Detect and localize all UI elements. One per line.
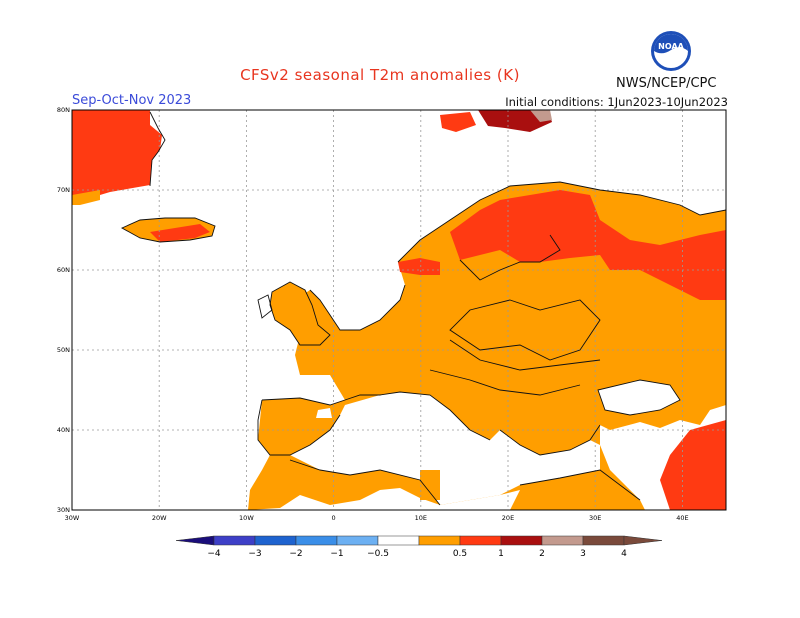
region-arctic-east xyxy=(478,110,552,132)
region-black-sea xyxy=(598,380,680,415)
region-norway-coast xyxy=(398,258,440,275)
lon-tick-label: 30E xyxy=(589,514,601,522)
legend-tick-label: 2 xyxy=(539,549,545,559)
legend-tick-label: 0.5 xyxy=(453,549,467,559)
lon-tick-label: 10W xyxy=(239,514,254,522)
legend-swatch xyxy=(213,535,256,546)
lat-tick-label: 60N xyxy=(57,266,70,274)
legend-swatch xyxy=(418,535,461,546)
legend-max-arrow xyxy=(623,535,663,546)
region-iberia-neutral xyxy=(316,408,332,418)
region-libya-spot xyxy=(420,470,440,500)
lat-tick-label: 30N xyxy=(57,506,70,514)
lat-tick-label: 70N xyxy=(57,186,70,194)
legend-swatch xyxy=(336,535,379,546)
map-body xyxy=(72,110,726,510)
lat-axis-labels: 30N 40N 50N 60N 70N 80N xyxy=(57,106,70,514)
legend-tick-label: −3 xyxy=(248,549,261,559)
region-uk xyxy=(270,282,330,345)
legend-tick-label: 1 xyxy=(498,549,504,559)
legend-tick-label: −1 xyxy=(330,549,343,559)
legend-tick-label: −0.5 xyxy=(367,549,389,559)
legend-swatch xyxy=(582,535,625,546)
lat-tick-label: 80N xyxy=(57,106,70,114)
lon-tick-label: 20E xyxy=(502,514,514,522)
lon-tick-label: 10E xyxy=(415,514,427,522)
legend-tick-label: 4 xyxy=(621,549,627,559)
color-legend: −4 −3 −2 −1 −0.5 0.5 1 2 3 4 xyxy=(175,535,663,559)
lat-tick-label: 50N xyxy=(57,346,70,354)
legend-tick-label: −4 xyxy=(207,549,221,559)
legend-swatch xyxy=(500,535,543,546)
region-middle-east-hot xyxy=(660,420,726,510)
region-iceland-hot xyxy=(150,224,210,242)
season-label: Sep-Oct-Nov 2023 xyxy=(72,93,192,108)
map-frame xyxy=(71,109,727,511)
lon-tick-label: 40E xyxy=(676,514,688,522)
agency-label: NWS/NCEP/CPC xyxy=(616,76,717,91)
map-title: CFSv2 seasonal T2m anomalies (K) xyxy=(240,66,520,84)
region-greenland-south xyxy=(72,190,100,205)
legend-tick-label: −2 xyxy=(289,549,302,559)
legend-swatch xyxy=(377,535,420,546)
region-greenland xyxy=(72,110,162,205)
legend-swatch xyxy=(295,535,338,546)
coastlines xyxy=(120,111,727,506)
region-scandinavia-hot xyxy=(450,190,726,300)
region-svalbard xyxy=(440,112,476,132)
legend-min-arrow xyxy=(175,535,215,546)
initial-conditions-label: Initial conditions: 1Jun2023-10Jun2023 xyxy=(505,95,728,109)
lon-axis-labels: 30W 20W 10W 0 10E 20E 30E 40E xyxy=(65,514,689,522)
noaa-logo-icon: NOAA xyxy=(651,31,691,71)
lon-tick-label: 20W xyxy=(152,514,167,522)
region-mediterranean-neutral xyxy=(290,392,600,505)
svg-text:NOAA: NOAA xyxy=(658,42,684,51)
legend-swatch xyxy=(254,535,297,546)
legend-swatch xyxy=(459,535,502,546)
lon-tick-label: 0 xyxy=(332,514,336,522)
lat-lon-grid xyxy=(72,110,726,510)
lon-tick-label: 30W xyxy=(65,514,80,522)
region-arctic-east-2 xyxy=(530,110,552,122)
lat-tick-label: 40N xyxy=(57,426,70,434)
legend-swatch xyxy=(541,535,584,546)
legend-tick-label: 3 xyxy=(580,549,586,559)
